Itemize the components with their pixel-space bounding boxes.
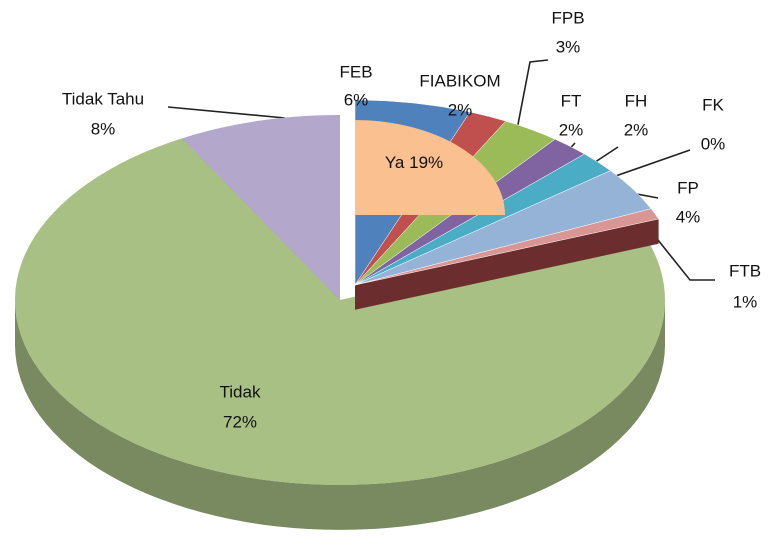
label-value: 72% bbox=[223, 412, 257, 431]
label-value: 4% bbox=[676, 207, 701, 226]
label-value: 2% bbox=[559, 120, 584, 139]
label-ya: Ya 19% bbox=[385, 153, 443, 172]
label-value: 1% bbox=[733, 292, 758, 311]
slice bbox=[14, 138, 665, 486]
labels: Tidak Tahu 8% Tidak 72% Ya 19% FEB 6% FI… bbox=[62, 8, 761, 431]
label-value: 2% bbox=[448, 100, 473, 119]
slice-side bbox=[355, 218, 659, 310]
pie bbox=[14, 99, 665, 530]
label-category: FPB bbox=[551, 8, 584, 27]
label-value: 2% bbox=[624, 120, 649, 139]
label-value: 8% bbox=[91, 119, 116, 138]
label-category: Ya bbox=[385, 153, 405, 172]
label-category: FH bbox=[625, 91, 648, 110]
sub-slice bbox=[354, 208, 660, 286]
label-category: FT bbox=[561, 91, 582, 110]
label-category: FK bbox=[702, 95, 724, 114]
label-value: 6% bbox=[344, 90, 369, 109]
label-category: FIABIKOM bbox=[419, 71, 500, 90]
label-value: 19% bbox=[409, 153, 443, 172]
slice bbox=[355, 120, 505, 215]
slice-side bbox=[15, 300, 665, 530]
label-value: 3% bbox=[556, 37, 581, 56]
slice bbox=[181, 115, 340, 300]
label-category: FP bbox=[677, 178, 699, 197]
label-value: 0% bbox=[701, 134, 726, 153]
label-category: Tidak bbox=[220, 382, 261, 401]
label-category: FTB bbox=[729, 261, 761, 280]
label-category: Tidak Tahu bbox=[62, 89, 144, 108]
label-category: FEB bbox=[339, 62, 372, 81]
